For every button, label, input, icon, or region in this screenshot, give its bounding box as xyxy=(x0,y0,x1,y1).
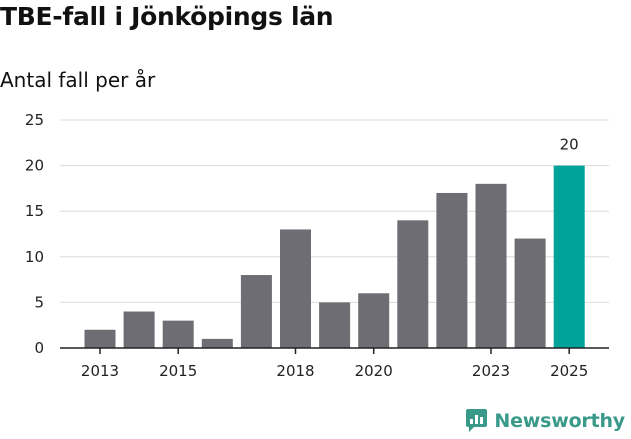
bar xyxy=(84,329,116,348)
bar-highlight xyxy=(553,165,585,348)
brand-logo: Newsworthy xyxy=(465,408,625,433)
x-axis xyxy=(60,347,609,354)
x-tick-label: 2020 xyxy=(355,362,393,380)
y-tick-label: 5 xyxy=(34,293,44,311)
bar xyxy=(319,302,351,348)
bar xyxy=(240,275,272,348)
y-tick-label: 10 xyxy=(25,248,44,266)
bar xyxy=(397,220,429,348)
bar xyxy=(514,238,546,348)
bar xyxy=(201,338,233,348)
data-label-highlight: 20 xyxy=(560,136,579,154)
bar xyxy=(123,311,155,348)
x-tick-label: 2013 xyxy=(81,362,119,380)
bar xyxy=(162,320,194,348)
chart-subtitle: Antal fall per år xyxy=(0,68,156,92)
chart-title: TBE-fall i Jönköpings län xyxy=(0,2,334,31)
y-tick-label: 25 xyxy=(25,111,44,129)
y-tick-label: 20 xyxy=(25,157,44,175)
y-tick-label: 0 xyxy=(34,339,44,357)
x-tick-label: 2018 xyxy=(276,362,314,380)
y-tick-label: 15 xyxy=(25,202,44,220)
brand-name: Newsworthy xyxy=(494,409,625,432)
newsworthy-logo-icon xyxy=(466,409,488,432)
bar xyxy=(280,229,311,348)
x-tick-label: 2015 xyxy=(159,362,197,380)
bar xyxy=(358,293,390,348)
bar xyxy=(436,192,468,348)
bars xyxy=(84,165,585,348)
x-tick-label: 2025 xyxy=(550,362,588,380)
bar xyxy=(475,183,507,348)
x-tick-label: 2023 xyxy=(472,362,510,380)
